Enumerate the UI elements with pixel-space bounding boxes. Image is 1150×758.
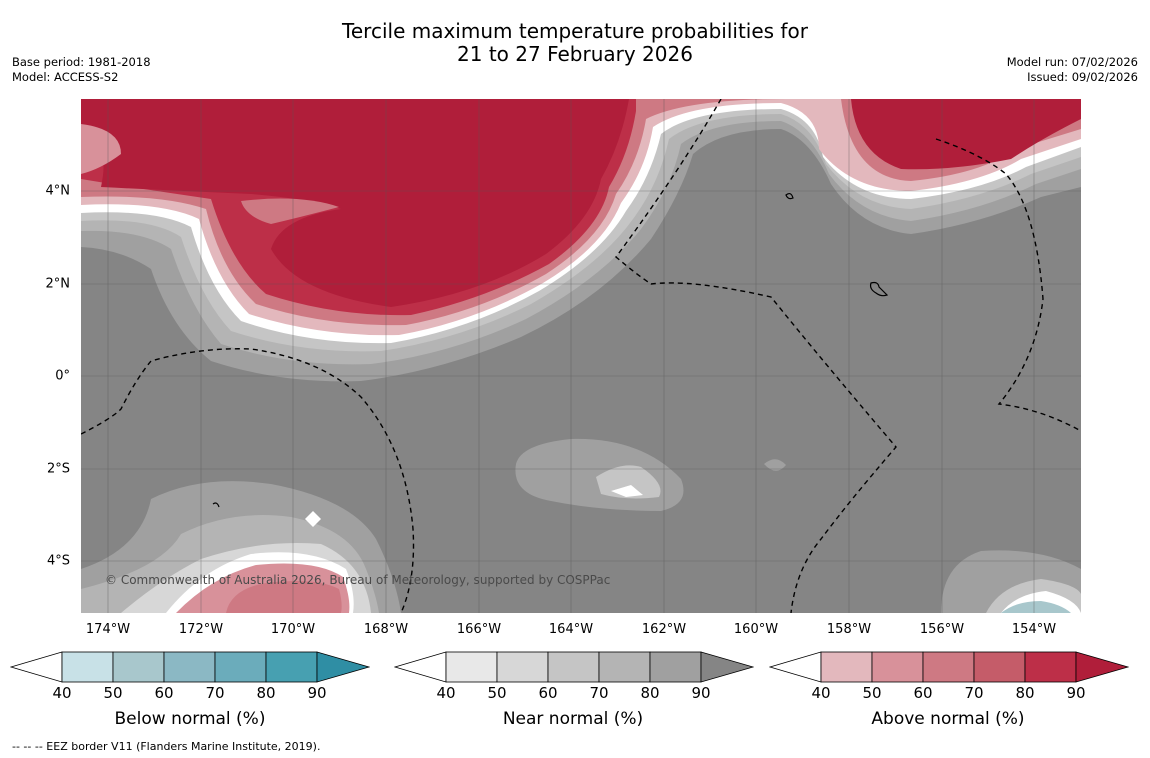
legend-swatch	[922, 651, 975, 683]
legend-above-label: 90	[1066, 684, 1086, 702]
legend-swatch	[496, 651, 549, 683]
base-period: Base period: 1981-2018	[12, 55, 151, 69]
eez-borders	[81, 99, 1081, 613]
legend-above-label: 50	[862, 684, 882, 702]
x-tick-156w: 156°W	[919, 622, 965, 637]
legend-above-label: 40	[811, 684, 831, 702]
x-tick-160w: 160°W	[733, 622, 779, 637]
model-run: Model run: 07/02/2026	[1006, 55, 1138, 69]
legend-near-label: 60	[538, 684, 558, 702]
x-tick-166w: 166°W	[456, 622, 502, 637]
title-line-2: 21 to 27 February 2026	[457, 42, 693, 66]
meta-left: Base period: 1981-2018 Model: ACCESS-S2	[12, 55, 151, 85]
gridlines	[81, 99, 1081, 613]
legend-below-label: 50	[103, 684, 123, 702]
legend-below-label: 40	[52, 684, 72, 702]
legend-near-label: 80	[640, 684, 660, 702]
legend-below-label: 60	[154, 684, 174, 702]
probability-map	[81, 99, 1081, 613]
legend-near-label: 50	[487, 684, 507, 702]
legend-near-normal-bar	[394, 651, 754, 683]
legend-swatch	[214, 651, 267, 683]
near-normal-patch-east	[764, 459, 786, 471]
legend-swatch	[1024, 651, 1077, 683]
legend-below-normal-bar	[10, 651, 370, 683]
near-normal-sw-dot	[305, 511, 321, 527]
legend-under-triangle	[10, 651, 63, 683]
legend-above-normal-bar	[769, 651, 1129, 683]
near-normal-patch-mid-2	[596, 465, 661, 499]
legend-swatch	[547, 651, 600, 683]
legend-swatch	[61, 651, 114, 683]
legend-swatch	[598, 651, 651, 683]
legend-below-label: 70	[205, 684, 225, 702]
legend-over-triangle	[700, 651, 754, 683]
legend-swatch	[871, 651, 924, 683]
y-tick-2n: 2°N	[45, 276, 71, 292]
x-tick-154w: 154°W	[1011, 622, 1057, 637]
x-tick-158w: 158°W	[826, 622, 872, 637]
legend-above-label: 60	[913, 684, 933, 702]
x-tick-168w: 168°W	[363, 622, 409, 637]
legend-below-label: 80	[256, 684, 276, 702]
legend-swatch	[649, 651, 702, 683]
chart-title: Tercile maximum temperature probabilitie…	[0, 20, 1150, 66]
y-tick-2s: 2°S	[46, 461, 70, 477]
islands	[212, 192, 889, 508]
legend-near-title: Near normal (%)	[502, 709, 644, 729]
legend-under-triangle	[394, 651, 447, 683]
model-name: Model: ACCESS-S2	[12, 70, 119, 84]
x-tick-172w: 172°W	[178, 622, 224, 637]
legend-above-title: Above normal (%)	[871, 709, 1025, 729]
x-tick-170w: 170°W	[270, 622, 316, 637]
legend-swatch	[973, 651, 1026, 683]
issued-date: Issued: 09/02/2026	[1027, 70, 1138, 84]
above-normal-tongue	[81, 124, 121, 174]
above-normal-90	[81, 99, 629, 307]
near-normal-patch-mid-3	[611, 485, 643, 497]
legend-under-triangle	[769, 651, 822, 683]
title-line-1: Tercile maximum temperature probabilitie…	[342, 19, 808, 43]
legend-below-title: Below normal (%)	[114, 709, 266, 729]
legend-near-label: 40	[436, 684, 456, 702]
above-normal-tongue-2	[241, 198, 339, 224]
x-tick-164w: 164°W	[548, 622, 594, 637]
above-normal-90-east	[851, 99, 1081, 170]
legend-swatch	[112, 651, 165, 683]
y-tick-4n: 4°N	[45, 183, 71, 199]
y-tick-0: 0°	[55, 368, 70, 384]
legend-over-triangle	[1075, 651, 1129, 683]
below-normal-se	[1001, 601, 1071, 613]
above-normal-sw-2	[226, 581, 342, 613]
x-tick-162w: 162°W	[641, 622, 687, 637]
x-tick-174w: 174°W	[85, 622, 131, 637]
legend-swatch	[820, 651, 873, 683]
y-tick-4s: 4°S	[46, 553, 70, 569]
legend-swatch	[265, 651, 318, 683]
meta-right: Model run: 07/02/2026 Issued: 09/02/2026	[1007, 55, 1138, 85]
copyright-notice: © Commonwealth of Australia 2026, Bureau…	[105, 573, 611, 587]
legend-above-label: 80	[1015, 684, 1035, 702]
legend-below-label: 90	[307, 684, 327, 702]
eez-footnote: -- -- -- EEZ border V11 (Flanders Marine…	[12, 740, 321, 753]
legend-above-label: 70	[964, 684, 984, 702]
legend-swatch	[445, 651, 498, 683]
legend-near-label: 90	[691, 684, 711, 702]
legend-over-triangle	[316, 651, 370, 683]
legend-swatch	[163, 651, 216, 683]
legend-near-label: 70	[589, 684, 609, 702]
